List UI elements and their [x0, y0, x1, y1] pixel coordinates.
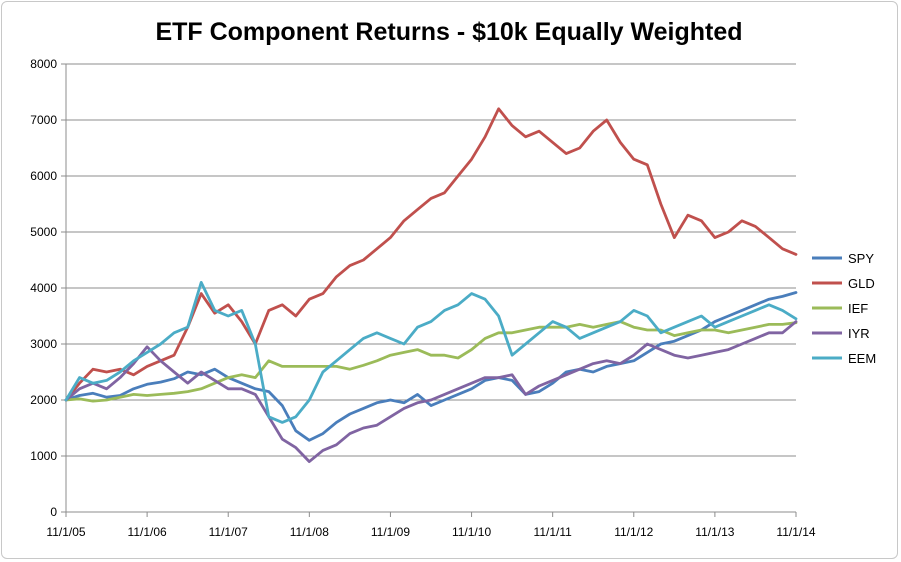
x-tick-label: 11/1/10 [452, 525, 491, 539]
y-tick-label: 0 [50, 505, 57, 519]
y-tick-label: 5000 [30, 225, 57, 239]
x-tick-label: 11/1/07 [209, 525, 248, 539]
legend-label-eem: EEM [848, 351, 876, 366]
series-line-iyr [64, 320, 798, 464]
y-tick-label: 2000 [30, 393, 57, 407]
x-tick-label: 11/1/05 [46, 525, 85, 539]
y-tick-label: 8000 [30, 57, 57, 71]
y-tick-label: 3000 [30, 337, 57, 351]
x-tick-label: 11/1/11 [534, 525, 573, 539]
x-tick-label: 11/1/06 [128, 525, 167, 539]
x-tick-label: 11/1/09 [371, 525, 410, 539]
y-tick-label: 6000 [30, 169, 57, 183]
chart-title: ETF Component Returns - $10k Equally Wei… [155, 18, 742, 46]
x-tick-label: 11/1/13 [695, 525, 734, 539]
x-axis-ticks: 11/1/05 11/1/06 11/1/07 11/1/08 11/1/09 11/1/… [46, 512, 816, 539]
x-tick-label: 11/1/08 [290, 525, 329, 539]
axes [65, 64, 796, 513]
legend-label-spy: SPY [848, 251, 874, 266]
legend-label-gld: GLD [848, 276, 875, 291]
y-tick-label: 4000 [30, 281, 57, 295]
y-tick-label: 1000 [30, 449, 57, 463]
series-lines [64, 107, 798, 464]
series-line-eem [64, 280, 798, 424]
x-tick-label: 11/1/12 [614, 525, 653, 539]
gridlines [66, 63, 796, 457]
legend: SPY GLD IEF IYR EEM [812, 251, 876, 366]
series-line-ief [64, 320, 798, 403]
legend-label-iyr: IYR [848, 326, 870, 341]
y-tick-label: 7000 [30, 113, 57, 127]
x-tick-label: 11/1/14 [776, 525, 815, 539]
legend-label-ief: IEF [848, 301, 868, 316]
y-axis-ticks: 0 1000 2000 3000 4000 5000 6000 7000 8000 [30, 57, 66, 519]
series-line-spy [64, 291, 798, 442]
